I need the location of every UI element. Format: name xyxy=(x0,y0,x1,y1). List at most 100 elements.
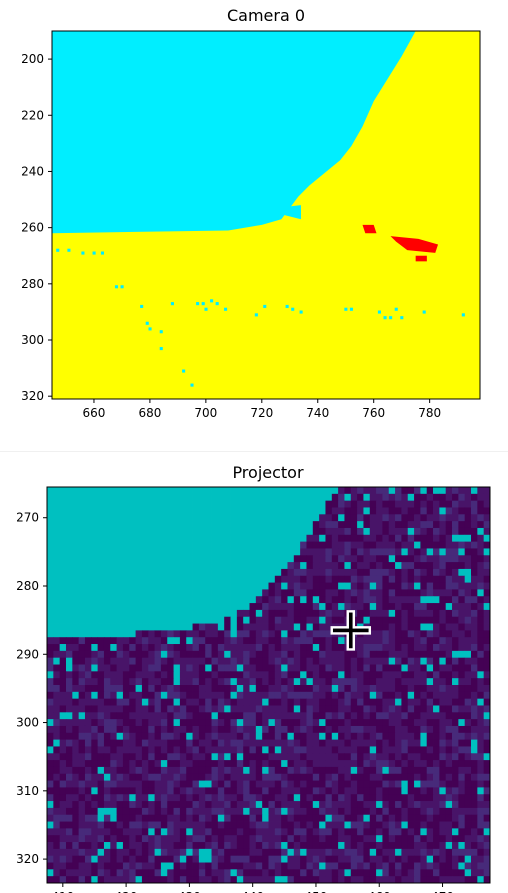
projector-cell xyxy=(274,568,282,577)
projector-cell xyxy=(357,855,364,863)
projector-cell xyxy=(167,691,174,700)
projector-cell xyxy=(110,582,118,590)
projector-cell xyxy=(395,623,402,631)
projector-cell xyxy=(97,616,105,624)
projector-cell xyxy=(464,596,472,604)
projector-cell xyxy=(47,835,54,843)
projector-cell xyxy=(420,739,428,747)
projector-cell xyxy=(224,500,231,508)
projector-cell xyxy=(407,596,415,604)
projector-cell xyxy=(407,862,415,870)
projector-cell xyxy=(255,555,263,563)
projector-cell xyxy=(452,630,459,638)
projector-cell xyxy=(135,753,143,761)
projector-cell xyxy=(369,760,377,768)
projector-cell xyxy=(293,807,301,816)
projector-cell xyxy=(445,657,453,665)
projector-cell xyxy=(319,507,326,515)
projector-cell xyxy=(439,500,447,508)
projector-cell xyxy=(426,575,434,583)
projector-cell xyxy=(135,596,143,604)
projector-cell xyxy=(293,719,301,727)
projector-cell xyxy=(97,507,105,515)
projector-cell xyxy=(217,623,225,631)
projector-cell xyxy=(97,664,105,672)
projector-cell xyxy=(110,521,118,529)
camera-0-cyan-dot xyxy=(190,383,194,387)
projector-cell xyxy=(243,548,250,556)
projector-cell xyxy=(141,644,149,652)
projector-cell xyxy=(452,548,459,556)
projector-cell xyxy=(236,691,244,700)
projector-cell xyxy=(382,596,390,604)
projector-cell xyxy=(306,876,314,883)
projector-cell xyxy=(445,855,453,863)
projector-cell xyxy=(268,575,276,583)
projector-cell xyxy=(369,589,377,597)
projector-cell xyxy=(59,657,67,665)
projector-cell xyxy=(97,534,105,543)
projector-cell xyxy=(122,541,130,549)
projector-cell xyxy=(426,760,434,768)
projector-cell xyxy=(192,746,200,754)
projector-cell xyxy=(110,487,118,495)
projector-cell xyxy=(363,609,371,618)
projector-cell xyxy=(186,637,193,645)
projector-ytick-label: 310 xyxy=(16,784,39,798)
projector-cell xyxy=(243,487,250,495)
projector-cell xyxy=(382,562,390,570)
projector-cell xyxy=(224,671,231,679)
projector-cell xyxy=(331,725,339,734)
projector-cell xyxy=(471,657,478,665)
projector-cell xyxy=(78,603,86,611)
projector-cell xyxy=(110,616,118,624)
projector-cell xyxy=(382,534,390,543)
projector-cell xyxy=(84,500,92,508)
projector-cell xyxy=(281,685,288,693)
projector-cell xyxy=(122,650,130,659)
projector-cell xyxy=(217,678,225,686)
projector-cell xyxy=(357,807,364,816)
projector-cell xyxy=(331,773,339,781)
projector-cell xyxy=(116,725,124,734)
projector-cell xyxy=(230,828,238,836)
projector-cell xyxy=(78,637,86,645)
projector-cell xyxy=(471,828,478,836)
projector-cell xyxy=(141,568,149,577)
projector-cell xyxy=(236,521,244,529)
projector-cell xyxy=(198,698,206,706)
projector-cell xyxy=(211,712,219,720)
camera-0-xtick-label: 680 xyxy=(138,406,161,420)
projector-cell xyxy=(445,507,453,515)
projector-cell xyxy=(72,787,80,795)
projector-cell xyxy=(198,644,206,652)
projector-cell xyxy=(458,596,466,604)
projector-cell xyxy=(173,541,181,549)
projector-cell xyxy=(464,521,472,529)
projector-cell xyxy=(281,855,288,863)
projector-cell xyxy=(433,746,440,754)
projector-cell xyxy=(477,555,485,563)
projector-cell xyxy=(300,807,307,816)
projector-cell xyxy=(439,555,447,563)
projector-cell xyxy=(205,644,212,652)
projector-cell xyxy=(452,698,459,706)
projector-cell xyxy=(230,493,238,502)
projector-cell xyxy=(464,712,472,720)
projector-cell xyxy=(344,712,352,720)
projector-cell xyxy=(205,534,212,543)
projector-cell xyxy=(338,541,345,549)
projector-cell xyxy=(224,760,231,768)
projector-cell xyxy=(255,814,263,822)
projector-cell xyxy=(135,780,143,788)
projector-cell xyxy=(230,664,238,672)
projector-cell xyxy=(53,725,61,734)
projector-cell xyxy=(319,848,326,857)
projector-cell xyxy=(262,780,269,788)
projector-cell xyxy=(407,609,415,618)
projector-cell xyxy=(148,521,155,529)
projector-cell xyxy=(414,664,421,672)
projector-cell xyxy=(464,514,472,522)
projector-cell xyxy=(97,691,105,700)
projector-cell xyxy=(357,876,364,883)
